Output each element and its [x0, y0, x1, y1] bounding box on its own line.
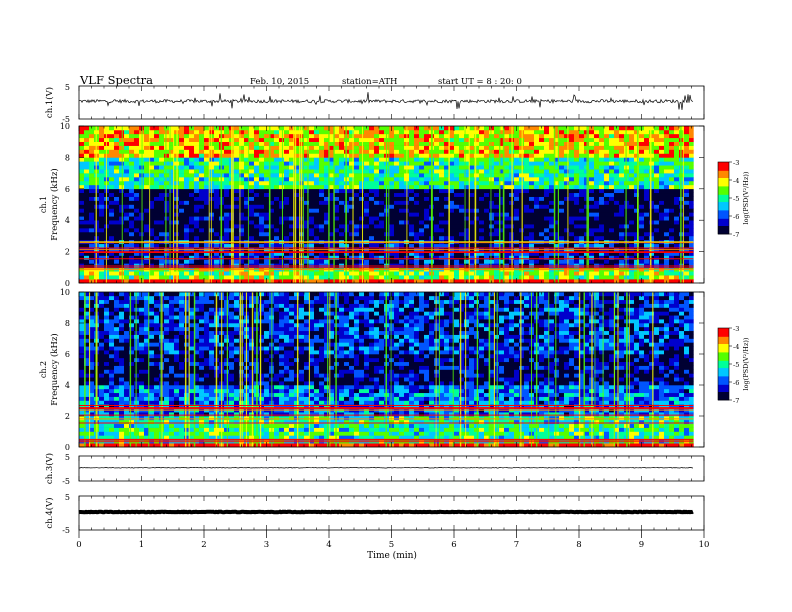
y-tick-label: 5	[65, 453, 70, 462]
channel-label: ch.1	[39, 196, 48, 213]
ch3-waveform-panel: 5 -5 ch.3(V)	[44, 453, 705, 486]
y-tick-label: 0	[65, 443, 70, 452]
channel-label: ch.2	[39, 361, 48, 378]
y-tick-label: -5	[62, 477, 70, 486]
y-tick-label: 10	[60, 288, 70, 297]
colorbar-tick-label: -4	[733, 343, 739, 351]
y-axis-label: Frequency (kHz)	[49, 333, 60, 405]
x-tick-label: 1	[139, 540, 144, 550]
sferic-streaks	[84, 292, 654, 447]
y-tick-label: 6	[65, 350, 70, 359]
colorbar-tick-label: -3	[733, 159, 739, 167]
y-tick-label: 6	[65, 185, 70, 194]
y-tick-label: 8	[65, 153, 70, 162]
y-tick-label: 10	[60, 122, 70, 131]
y-tick-label: 0	[65, 279, 70, 288]
waveform-line	[79, 466, 694, 469]
x-tick-label: 2	[201, 540, 206, 550]
colorbar-label: log(PSD(V²/Hz))	[742, 171, 750, 224]
y-tick-label: 5	[65, 83, 70, 92]
y-tick-label: 2	[65, 248, 70, 257]
y-axis-label: ch.1(V)	[44, 87, 55, 118]
waveform-line	[78, 509, 694, 515]
x-tick-label: 0	[76, 540, 81, 550]
narrowband-lines	[79, 241, 694, 271]
x-tick-label: 7	[514, 540, 519, 550]
colorbar-tick-label: -6	[733, 379, 739, 387]
colorbar-label: log(PSD(V²/Hz))	[742, 337, 750, 390]
y-tick-label: 4	[65, 381, 70, 390]
y-axis-label: Frequency (kHz)	[49, 168, 60, 240]
x-tick-label: 3	[264, 540, 269, 550]
colorbar-tick-label: -5	[733, 195, 739, 203]
colorbar-tick-label: -7	[733, 231, 739, 239]
ch1-waveform-panel: 5 -5 ch.1(V)	[44, 83, 705, 124]
colorbar-tick-label: -5	[733, 361, 739, 369]
x-tick-label: 4	[326, 540, 331, 550]
start-time-label: start UT = 8 : 20: 0	[438, 77, 522, 87]
y-axis-label: ch.4(V)	[44, 497, 55, 528]
sferic-streaks	[95, 126, 684, 283]
y-tick-label: -5	[62, 526, 70, 535]
waveform-line	[79, 92, 694, 110]
figure-title: VLF Spectra	[79, 73, 153, 87]
colorbar-tick-label: -6	[733, 213, 739, 221]
time-axis: 0 1 2 3 4 5 6 7 8 9 10	[76, 530, 709, 550]
station-label: station=ATH	[342, 77, 397, 87]
date-label: Feb. 10, 2015	[250, 77, 309, 87]
colorbar-tick-label: -4	[733, 177, 739, 185]
y-tick-label: 4	[65, 216, 70, 225]
ch1-spectrogram-panel: 0 2 4 6 8 10 ch.1 Frequency (kHz) -3 -4 -5 -6 -7log(…	[39, 122, 750, 288]
narrowband-lines	[79, 404, 694, 443]
y-tick-label: 8	[65, 319, 70, 328]
x-tick-label: 5	[389, 540, 394, 550]
ch2-spectrogram-panel: 0 2 4 6 8 10 ch.2 Frequency (kHz) -3 -4 -5 -6 -7log(…	[39, 288, 750, 452]
x-axis-label: Time (min)	[367, 550, 417, 561]
x-tick-label: 10	[699, 540, 710, 550]
colorbar-tick-label: -7	[733, 397, 739, 405]
y-tick-label: 2	[65, 412, 70, 421]
colorbar-tick-label: -3	[733, 325, 739, 333]
y-tick-label: -5	[62, 115, 70, 124]
x-tick-label: 8	[576, 540, 581, 550]
y-tick-label: 5	[65, 493, 70, 502]
y-axis-label: ch.3(V)	[44, 453, 55, 484]
ch4-waveform-panel: 5 -5 ch.4(V)	[44, 493, 705, 535]
x-tick-label: 9	[639, 540, 644, 550]
x-tick-label: 6	[451, 540, 456, 550]
